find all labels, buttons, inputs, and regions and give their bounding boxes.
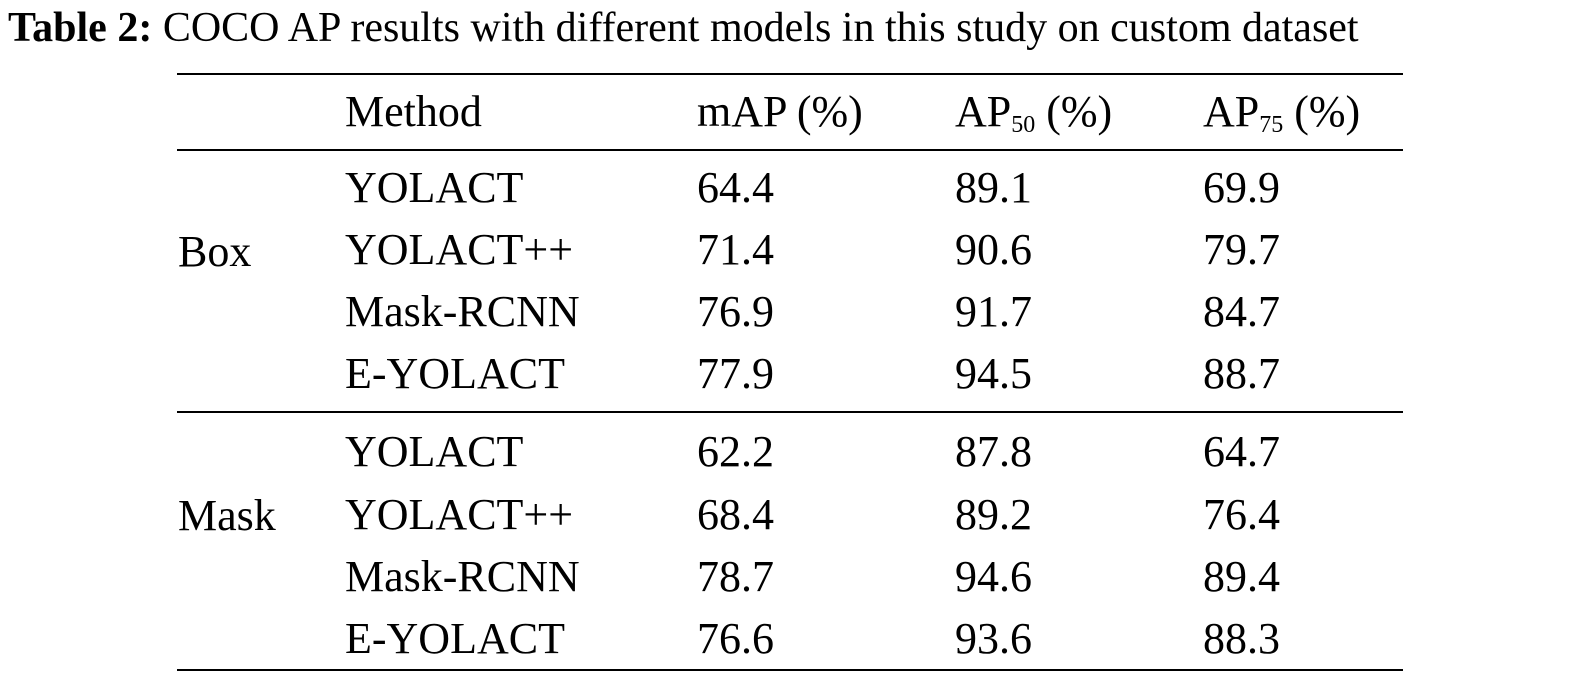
table-cell-method: YOLACT++: [345, 225, 574, 274]
table-cell-method: Mask-RCNN: [345, 287, 580, 336]
header-ap75-sub: 75: [1259, 112, 1284, 138]
table-cell-method: YOLACT: [345, 163, 524, 212]
top-rule: [177, 73, 1403, 75]
table-cell-map: 78.7: [697, 552, 774, 601]
table-cell-ap50: 90.6: [955, 225, 1032, 274]
bottom-rule: [177, 669, 1403, 671]
table-cell-ap75: 84.7: [1203, 287, 1280, 336]
table-cell-ap50: 94.6: [955, 552, 1032, 601]
table-cell-ap75: 88.7: [1203, 349, 1280, 398]
header-ap75-base: AP: [1203, 87, 1260, 136]
table-cell-ap75: 76.4: [1203, 490, 1280, 539]
table-cell-method: E-YOLACT: [345, 349, 565, 398]
table-cell-map: 76.9: [697, 287, 774, 336]
table-cell-map: 76.6: [697, 614, 774, 663]
group-divider-rule: [177, 411, 1403, 413]
table-cell-method: YOLACT: [345, 427, 524, 476]
table-cell-ap50: 89.2: [955, 490, 1032, 539]
header-ap50-base: AP: [955, 87, 1012, 136]
header-rule: [177, 149, 1403, 151]
table-cell-map: 77.9: [697, 349, 774, 398]
header-map: mAP (%): [697, 87, 863, 136]
header-ap50-unit: (%): [1035, 87, 1113, 136]
header-method: Method: [345, 87, 482, 136]
group-label: Mask: [178, 491, 276, 540]
table-cell-ap50: 87.8: [955, 427, 1032, 476]
table-cell-method: Mask-RCNN: [345, 552, 580, 601]
table-cell-ap50: 91.7: [955, 287, 1032, 336]
table-caption: Table 2: COCO AP results with different …: [8, 2, 1568, 54]
table-cell-map: 62.2: [697, 427, 774, 476]
table-cell-map: 64.4: [697, 163, 774, 212]
table-cell-ap75: 64.7: [1203, 427, 1280, 476]
header-ap50-sub: 50: [1011, 112, 1036, 138]
table-caption-label: Table 2:: [8, 5, 153, 51]
table-cell-ap75: 69.9: [1203, 163, 1280, 212]
table-cell-ap50: 94.5: [955, 349, 1032, 398]
table-cell-method: E-YOLACT: [345, 614, 565, 663]
table-cell-map: 71.4: [697, 225, 774, 274]
table-cell-method: YOLACT++: [345, 490, 574, 539]
header-ap75: AP75 (%): [1203, 87, 1360, 137]
table-cell-ap50: 93.6: [955, 614, 1032, 663]
table-caption-text: COCO AP results with different models in…: [162, 5, 1359, 51]
header-ap75-unit: (%): [1283, 87, 1361, 136]
group-label: Box: [178, 227, 252, 276]
table-cell-ap75: 88.3: [1203, 614, 1280, 663]
header-ap50: AP50 (%): [955, 87, 1112, 137]
table-cell-ap75: 89.4: [1203, 552, 1280, 601]
table-cell-ap75: 79.7: [1203, 225, 1280, 274]
table-cell-map: 68.4: [697, 490, 774, 539]
table-cell-ap50: 89.1: [955, 163, 1032, 212]
